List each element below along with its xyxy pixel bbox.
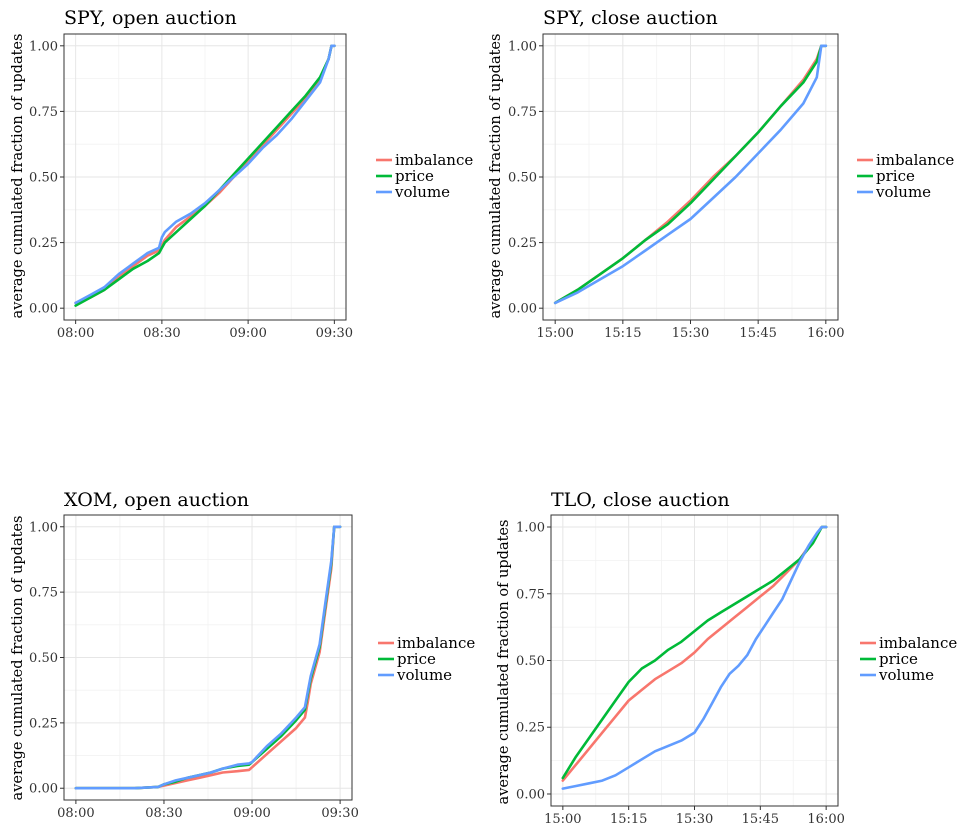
y-tick-label: 0.75 [29, 586, 58, 601]
legend-label-volume: volume [394, 183, 450, 201]
chart-title: TLO, close auction [551, 489, 730, 511]
legend-label-imbalance: imbalance [879, 634, 957, 652]
series-line-volume [74, 525, 342, 790]
y-tick-label: 0.00 [508, 302, 537, 317]
y-tick-label: 1.00 [508, 39, 537, 54]
x-tick-label: 16:00 [807, 812, 844, 827]
y-tick-label: 0.25 [29, 716, 58, 731]
x-tick-label: 09:00 [229, 326, 266, 341]
plot-area: 15:00 15:15 15:30 15:45 16:00 0.00 0.25 0.50 0.7… [508, 33, 845, 341]
x-tick-label: 08:00 [57, 806, 94, 821]
chart-title: XOM, open auction [64, 489, 249, 511]
x-tick-label: 15:00 [536, 326, 573, 341]
x-tick-label: 15:00 [544, 812, 581, 827]
x-tick-label: 08:30 [145, 806, 182, 821]
y-tick-label: 0.00 [29, 782, 58, 797]
y-tick-label: 0.75 [508, 105, 537, 120]
legend-label-volume: volume [875, 183, 931, 201]
y-tick-label: 0.50 [29, 171, 58, 186]
panel-border [542, 33, 839, 321]
x-tick-label: 15:30 [672, 326, 709, 341]
x-tick-label: 15:30 [676, 812, 713, 827]
panel-border [63, 514, 353, 801]
y-tick-label: 0.25 [508, 236, 537, 251]
panel-spy-open: SPY, open auction average cumulated frac… [10, 7, 473, 341]
legend-label-volume: volume [396, 666, 452, 684]
y-axis-label: average cumulated fraction of updates [496, 520, 512, 805]
legend-label-imbalance: imbalance [395, 151, 473, 169]
chart-title: SPY, close auction [543, 7, 718, 29]
y-tick-label: 0.75 [516, 587, 545, 602]
legend-label-volume: volume [878, 666, 934, 684]
x-tick-label: 08:00 [57, 326, 94, 341]
x-tick-label: 15:15 [604, 326, 641, 341]
plot-area: 15:00 15:15 15:30 15:45 16:00 0.00 0.25 0.50 0.7… [516, 514, 845, 827]
x-tick-label: 15:45 [742, 812, 779, 827]
panel-xom-open: XOM, open auction average cumulated frac… [10, 489, 475, 821]
y-tick-label: 0.00 [29, 302, 58, 317]
y-tick-label: 0.25 [29, 236, 58, 251]
legend-label-imbalance: imbalance [876, 151, 954, 169]
x-tick-label: 15:45 [739, 326, 776, 341]
x-tick-label: 08:30 [143, 326, 180, 341]
y-tick-label: 0.75 [29, 105, 58, 120]
y-axis-label: average cumulated fraction of updates [10, 34, 26, 319]
series-line-price [553, 44, 828, 305]
x-tick-label: 09:30 [316, 326, 353, 341]
legend-label-price: price [395, 167, 434, 185]
x-tick-label: 09:00 [233, 806, 270, 821]
plot-area: 08:00 08:30 09:00 09:30 0.00 0.25 0.50 0.75 1.00 [29, 514, 359, 821]
series-line-volume [74, 44, 336, 305]
series-line-price [74, 44, 336, 307]
y-tick-label: 0.50 [508, 171, 537, 186]
legend-label-price: price [876, 167, 915, 185]
x-tick-label: 16:00 [807, 326, 844, 341]
panel-spy-close: SPY, close auction average cumulated fra… [488, 7, 954, 341]
chart-title: SPY, open auction [64, 7, 237, 29]
plot-area: 08:00 08:30 09:00 09:30 0.00 0.25 0.50 0.75 1.00 [29, 33, 353, 341]
y-axis-label: average cumulated fraction of updates [488, 34, 504, 319]
y-tick-label: 1.00 [29, 39, 58, 54]
y-tick-label: 0.25 [516, 721, 545, 736]
panel-border [550, 514, 839, 807]
legend-label-imbalance: imbalance [397, 634, 475, 652]
y-tick-label: 1.00 [516, 521, 545, 536]
legend-label-price: price [879, 650, 918, 668]
y-tick-label: 0.50 [29, 651, 58, 666]
legend-label-price: price [397, 650, 436, 668]
x-tick-label: 09:30 [321, 806, 358, 821]
y-tick-label: 0.50 [516, 654, 545, 669]
series-line-price [561, 525, 828, 780]
panel-border [63, 33, 347, 321]
y-axis-label: average cumulated fraction of updates [10, 516, 26, 801]
series-line-volume [553, 44, 828, 305]
series-line-volume [561, 525, 828, 790]
y-tick-label: 1.00 [29, 520, 58, 535]
x-tick-label: 15:15 [610, 812, 647, 827]
y-tick-label: 0.00 [516, 787, 545, 802]
panel-tlo-close: TLO, close auction average cumulated fra… [496, 489, 957, 827]
